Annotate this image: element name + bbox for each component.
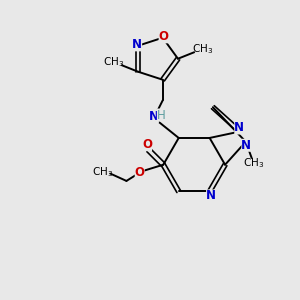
Text: N: N (132, 38, 142, 51)
Text: O: O (142, 138, 152, 151)
Text: O: O (159, 30, 169, 43)
Text: CH$_3$: CH$_3$ (92, 165, 113, 179)
Text: O: O (135, 166, 145, 178)
Text: N: N (206, 189, 216, 203)
Text: H: H (157, 109, 166, 122)
Text: CH$_3$: CH$_3$ (103, 56, 124, 69)
Text: N: N (234, 122, 244, 134)
Text: N: N (149, 110, 159, 123)
Text: CH$_3$: CH$_3$ (192, 42, 213, 56)
Text: CH$_3$: CH$_3$ (242, 156, 264, 170)
Text: N: N (242, 139, 251, 152)
